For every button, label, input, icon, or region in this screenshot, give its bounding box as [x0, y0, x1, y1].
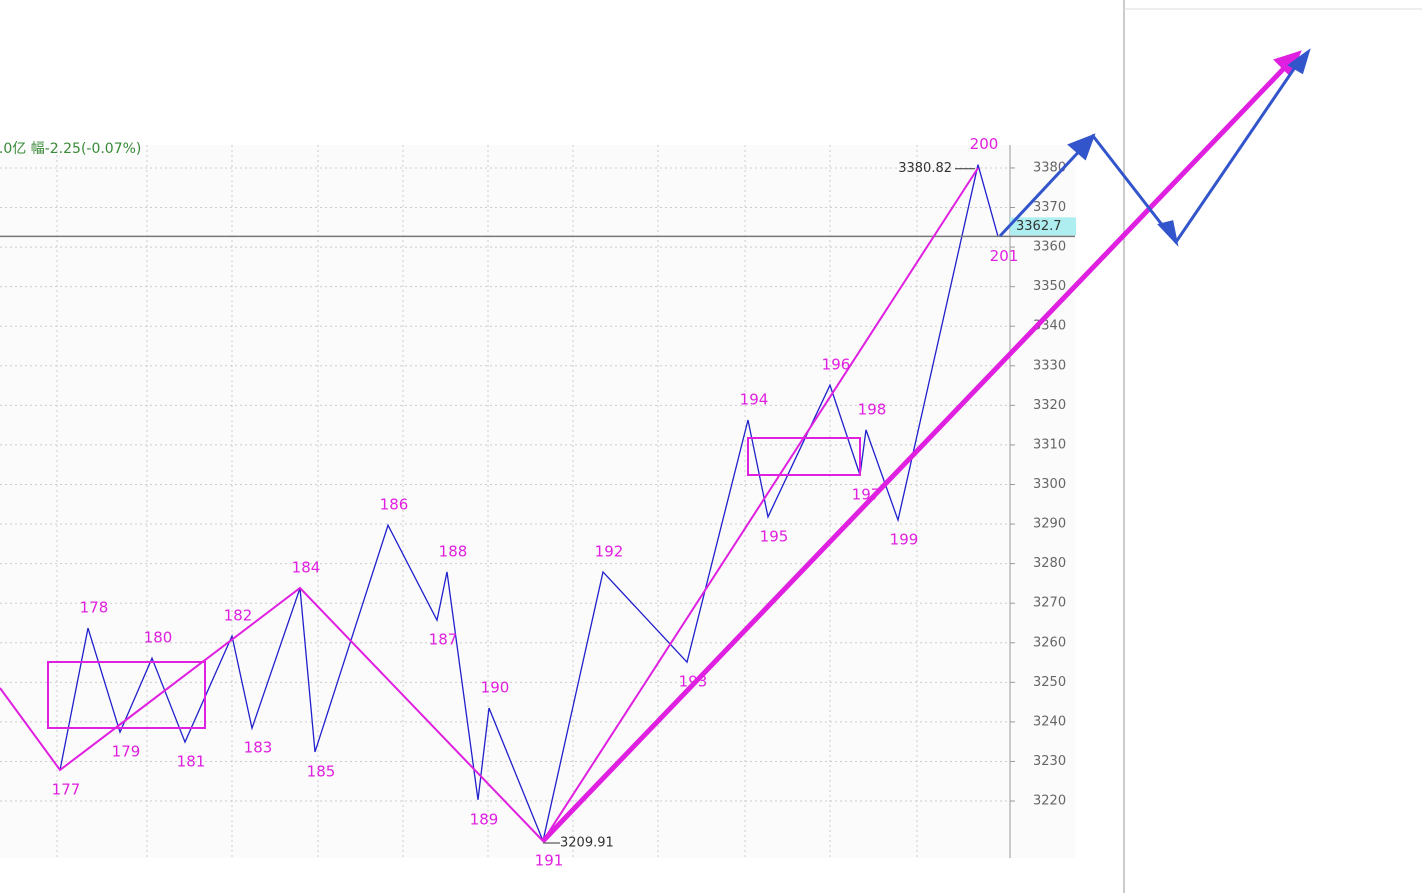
last-price-box: [1010, 217, 1076, 236]
y-tick-label: 3230: [1033, 754, 1066, 769]
y-tick-label: 3250: [1033, 675, 1066, 690]
y-tick-label: 3270: [1033, 596, 1066, 611]
wave-label: 185: [307, 762, 336, 780]
wave-label: 178: [80, 599, 109, 617]
y-tick-label: 3260: [1033, 635, 1066, 650]
v-grid: [56, 145, 918, 858]
wave-label: 198: [858, 400, 887, 418]
wave-label: 194: [740, 390, 769, 408]
y-tick-label: 3240: [1033, 714, 1066, 729]
wave-label: 190: [481, 679, 510, 697]
wave-label: 200: [970, 135, 999, 153]
wave-label: 188: [439, 542, 468, 560]
high-label: 3380.82: [898, 161, 952, 176]
magenta-annotations: [0, 50, 1302, 843]
header-text: 5.0亿 幅-2.25(-0.07%): [0, 141, 141, 157]
wave-label: 187: [429, 631, 458, 649]
y-tick-label: 3350: [1033, 279, 1066, 294]
last-price-label: 3362.7: [1016, 219, 1062, 234]
y-tick-label: 3280: [1033, 556, 1066, 571]
y-tick-label: 3370: [1033, 200, 1066, 215]
wave-label: 186: [380, 496, 409, 514]
y-tick-label: 3220: [1033, 794, 1066, 809]
wave-label: 189: [470, 810, 499, 828]
wave-label: 183: [244, 739, 273, 757]
wave-label: 179: [112, 743, 141, 761]
wave-label: 180: [144, 629, 173, 647]
y-tick-label: 3290: [1033, 517, 1066, 532]
y-tick-label: 3330: [1033, 358, 1066, 373]
wave-label: 184: [292, 559, 321, 577]
plot-area: [0, 145, 1075, 858]
y-tick-label: 3360: [1033, 240, 1066, 255]
wave-label: 195: [760, 527, 789, 545]
wave-label: 201: [990, 247, 1019, 265]
wave-label: 181: [177, 753, 206, 771]
wave-label: 182: [224, 607, 253, 625]
wave-label: 196: [822, 356, 851, 374]
y-tick-label: 3380: [1033, 160, 1066, 175]
wave-label: 199: [890, 531, 919, 549]
low-label: 3209.91: [560, 835, 614, 850]
y-tick-label: 3310: [1033, 437, 1066, 452]
wave-label: 192: [595, 542, 624, 560]
wave-label: 191: [535, 851, 564, 869]
y-tick-label: 3300: [1033, 477, 1066, 492]
y-tick-label: 3320: [1033, 398, 1066, 413]
blue-annotations: [998, 48, 1311, 247]
wave-label: 177: [52, 781, 81, 799]
